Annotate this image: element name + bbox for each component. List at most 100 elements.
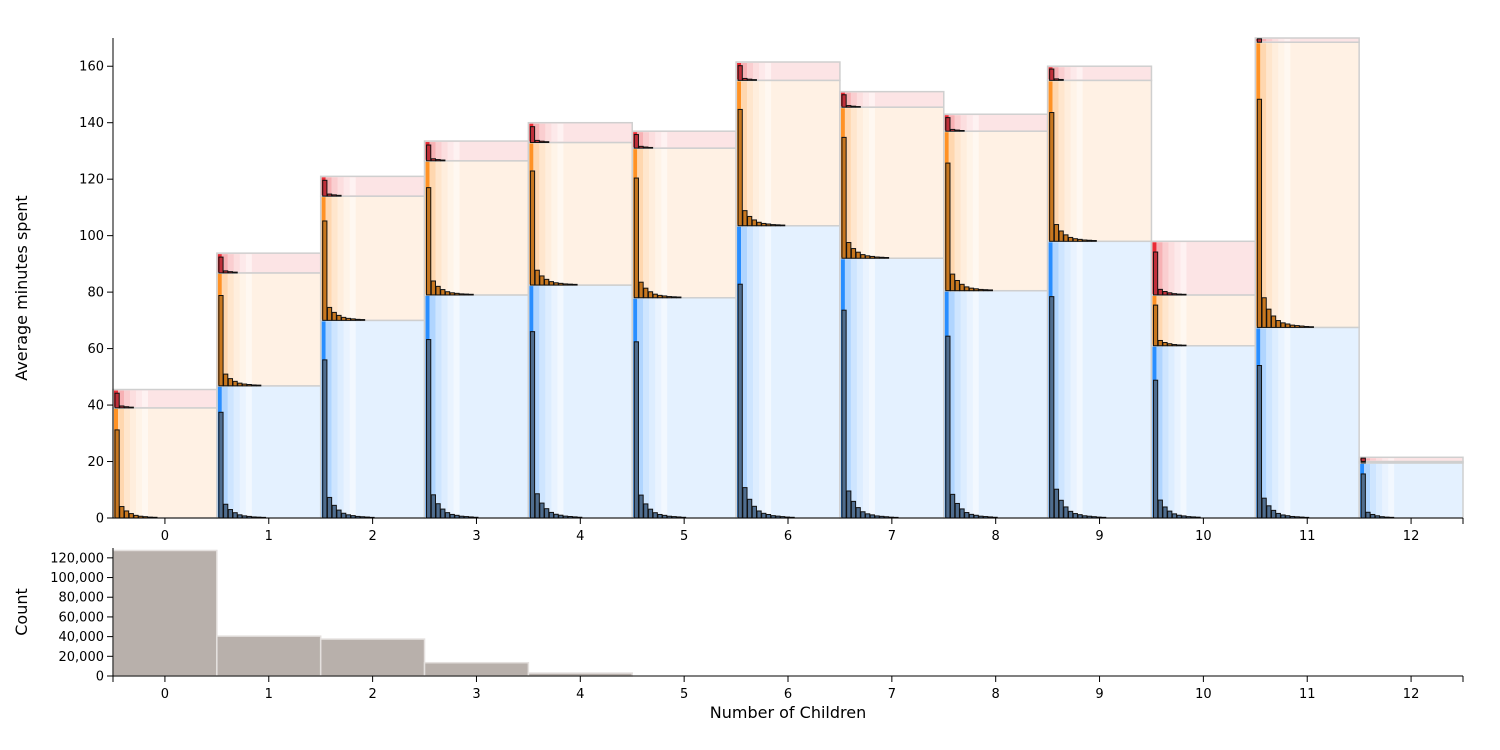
segment-stripe: [1266, 39, 1273, 42]
histogram-bin: [232, 271, 238, 274]
segment-stripe: [337, 321, 344, 517]
histogram-bin: [751, 505, 757, 519]
histogram-bin: [529, 126, 536, 143]
stacked-segment: [1150, 240, 1257, 296]
stacked-segment: [1254, 37, 1360, 43]
histogram-bin: [1181, 344, 1187, 347]
histogram-bin: [1360, 473, 1366, 519]
segment-stripe: [1364, 463, 1371, 517]
histogram-bin: [227, 378, 234, 387]
stacked-segment: [631, 297, 737, 519]
histogram-bin: [973, 288, 979, 292]
histogram-bin: [553, 282, 559, 286]
stacked-segment: [943, 113, 1049, 132]
stacked-segment: [631, 130, 737, 149]
histogram-bin: [1152, 379, 1159, 519]
segment-stripe: [1156, 295, 1163, 345]
histogram-bin: [1261, 297, 1267, 328]
segment-stripe: [765, 81, 772, 225]
histogram-bin: [444, 291, 451, 296]
stacked-segment: [735, 61, 841, 82]
segment-stripe: [447, 142, 454, 160]
histogram-bin: [218, 295, 224, 387]
histogram-bin: [874, 256, 880, 259]
histogram-bin: [218, 256, 224, 274]
histogram-bin: [241, 383, 248, 387]
segment-stripe: [1070, 81, 1077, 241]
segment-stripe: [966, 291, 973, 517]
histogram-bin: [633, 134, 639, 149]
segment-stripe: [862, 92, 869, 107]
segment-stripe: [759, 81, 766, 225]
segment-stripe: [441, 295, 448, 517]
segment-stripe: [1076, 67, 1083, 80]
histogram-bin: [1063, 506, 1069, 519]
segment-stripe: [862, 108, 869, 258]
segment-stripe: [539, 143, 546, 285]
segment-stripe: [1174, 295, 1181, 345]
segment-stripe: [1382, 463, 1389, 517]
histogram-bin: [463, 293, 470, 296]
segment-stripe: [649, 132, 656, 148]
segment-stripe: [343, 321, 350, 517]
stacked-segment: [527, 141, 633, 286]
x-tick-label: 11: [1299, 687, 1316, 702]
histogram-bin: [336, 509, 342, 519]
segment-stripe: [1058, 67, 1065, 80]
stacked-segment: [112, 407, 218, 519]
histogram-bin: [539, 502, 545, 519]
histogram-bin: [223, 373, 229, 387]
histogram-bin: [1280, 322, 1286, 328]
segment-stripe: [637, 132, 644, 148]
histogram-bin: [331, 194, 337, 197]
histogram-bin: [638, 494, 644, 519]
stacked-segment: [112, 388, 218, 409]
stacked-segment: [631, 147, 737, 299]
histogram-bin: [1275, 512, 1281, 519]
histogram-bin: [350, 318, 356, 321]
segment-stripe: [325, 197, 332, 320]
segment-stripe: [649, 149, 656, 297]
histogram-bin: [657, 294, 663, 299]
histogram-bin: [1266, 505, 1272, 519]
segment-stripe: [429, 142, 436, 160]
histogram-bin: [1157, 288, 1163, 296]
segment-stripe: [1382, 458, 1389, 461]
segment-stripe: [960, 132, 967, 290]
stacked-segment: [839, 106, 945, 259]
segment-stripe: [655, 132, 662, 148]
segment-stripe: [239, 254, 246, 272]
histogram-bin: [647, 146, 654, 149]
histogram-bin: [1067, 236, 1074, 242]
segment-stripe: [844, 92, 851, 107]
segment-stripe: [136, 408, 142, 517]
y-tick-label: 40: [87, 399, 104, 414]
segment-stripe: [1370, 458, 1377, 461]
histogram-bin: [1181, 293, 1187, 296]
segment-stripe: [868, 92, 875, 107]
segment-stripe: [1052, 242, 1059, 517]
segment-stripe: [661, 132, 668, 148]
segment-stripe: [130, 408, 136, 517]
segment-stripe: [643, 149, 650, 297]
histogram-bin: [435, 503, 441, 519]
histogram-bin: [643, 287, 649, 299]
stacked-segment: [216, 272, 322, 387]
histogram-bin: [223, 503, 229, 519]
x-tick-label: 4: [576, 529, 584, 544]
histogram-bin: [865, 513, 871, 519]
histogram-bin: [860, 511, 866, 519]
histogram-bin: [747, 215, 753, 227]
histogram-bin: [440, 289, 446, 296]
stacked-segment: [1358, 462, 1464, 519]
histogram-bin: [770, 224, 776, 227]
x-tick-label: 2: [368, 529, 376, 544]
segment-stripe: [643, 132, 650, 148]
stacked-segment: [527, 284, 633, 519]
histogram-bin: [775, 224, 781, 227]
segment-stripe: [655, 149, 662, 297]
segment-stripe: [124, 390, 130, 407]
segment-stripe: [1070, 67, 1077, 80]
segment-stripe: [850, 92, 857, 107]
